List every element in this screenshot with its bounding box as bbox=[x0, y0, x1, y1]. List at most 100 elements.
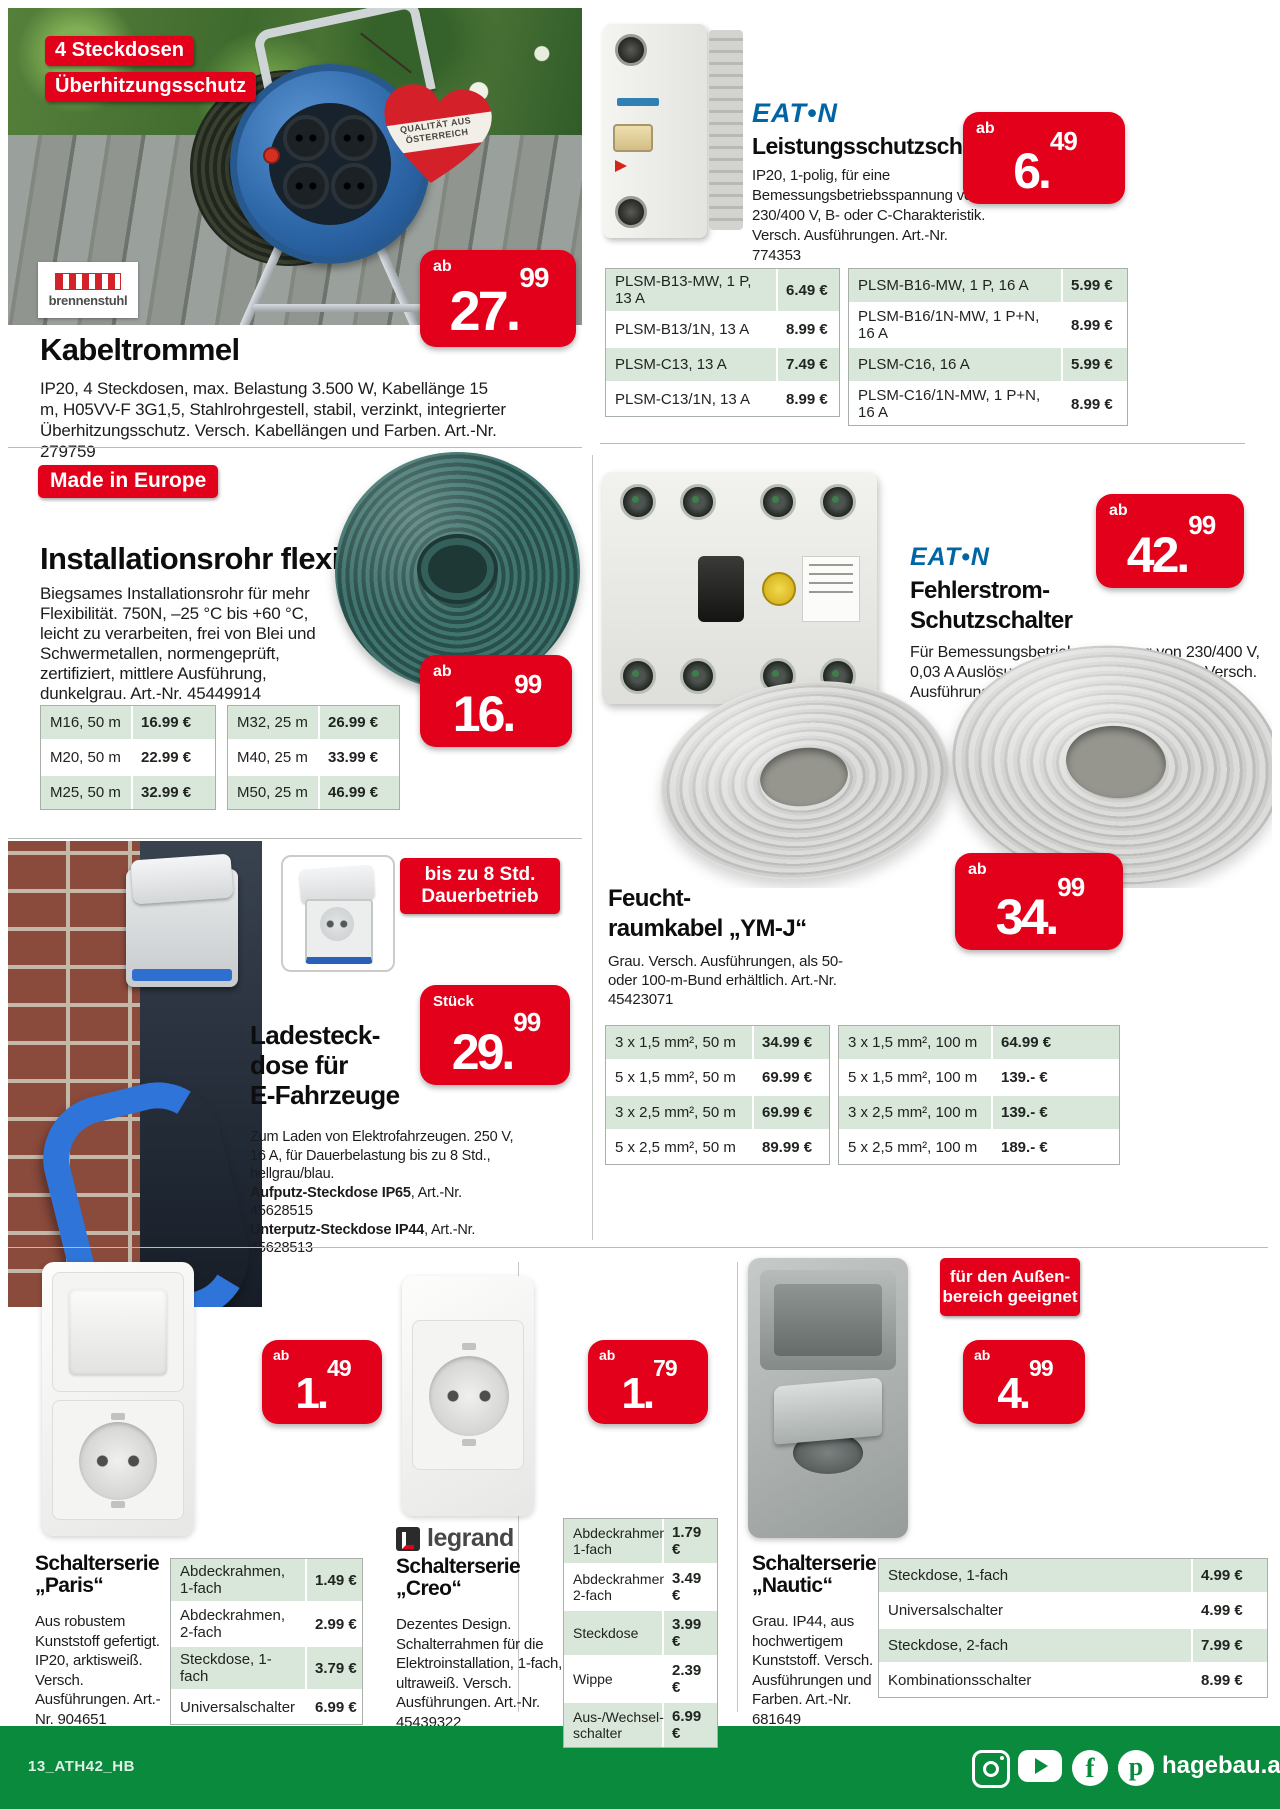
price-value: 46.99 € bbox=[320, 776, 399, 809]
product-title-fss: Fehlerstrom- Schutzschalter bbox=[910, 576, 1073, 636]
price-whole: 34. bbox=[995, 889, 1059, 945]
facebook-icon bbox=[1072, 1750, 1108, 1786]
feature-badge-steckdosen: 4 Steckdosen bbox=[45, 36, 194, 66]
terminal-screw-icon bbox=[680, 484, 716, 520]
socket-icon bbox=[331, 163, 377, 209]
price-whole: 16. bbox=[452, 686, 516, 742]
legrand-icon bbox=[396, 1526, 420, 1551]
spec-label: Abdeckrahmen, 1-fach bbox=[564, 1519, 671, 1563]
brennenstuhl-logo: brennenstuhl bbox=[38, 262, 138, 318]
price-decimals: 99 bbox=[514, 669, 542, 700]
spec-label: PLSM-C13, 13 A bbox=[606, 348, 776, 381]
product-title-ladesteckdose: Ladesteck- dose für E-Fahrzeuge bbox=[250, 1020, 400, 1110]
table-row: Steckdose, 2-fach 7.99 € bbox=[879, 1629, 1267, 1662]
dauerbetrieb-badge: bis zu 8 Std. Dauerbetrieb bbox=[400, 858, 560, 914]
rcd-test-button bbox=[762, 572, 796, 606]
feature-badge-ueberhitzungsschutz: Überhitzungsschutz bbox=[45, 72, 257, 102]
ym-price-table-left: 3 x 1,5 mm², 50 m 34.99 € 5 x 1,5 mm², 50… bbox=[605, 1025, 830, 1165]
badge-label: Made in Europe bbox=[50, 469, 207, 492]
spec-label: PLSM-C16, 16 A bbox=[849, 348, 1061, 381]
price-value: 4.99 € bbox=[1193, 1559, 1267, 1592]
terminal-screw-icon bbox=[820, 484, 856, 520]
price-value: 8.99 € bbox=[1063, 383, 1127, 425]
price-decimals: 99 bbox=[1029, 1355, 1054, 1382]
title-line: „Creo“ bbox=[396, 1577, 462, 1601]
column-divider bbox=[737, 1262, 738, 1712]
kabeltrommel-product-photo: QUALITÄT AUS ÖSTERREICH brennenstuhl 4 S… bbox=[8, 8, 582, 325]
outdoor-badge: für den Außen- bereich geeignet bbox=[940, 1258, 1080, 1316]
table-row: Steckdose 3.99 € bbox=[564, 1611, 717, 1655]
spec-label: M20, 50 m bbox=[41, 741, 131, 774]
page-code: 13_ATH42_HB bbox=[28, 1758, 135, 1775]
terminal-screw-icon bbox=[760, 484, 796, 520]
reel-stand-base bbox=[252, 304, 430, 312]
price-value: 6.49 € bbox=[778, 269, 839, 311]
badge-label: 4 Steckdosen bbox=[55, 39, 184, 61]
leistungsschutzschalter-product-photo bbox=[597, 20, 743, 242]
legrand-logo: legrand bbox=[396, 1524, 514, 1553]
table-row: PLSM-B16-MW, 1 P, 16 A 5.99 € bbox=[849, 269, 1127, 302]
rcd-body bbox=[602, 472, 877, 704]
price-value: 1.79 € bbox=[664, 1519, 717, 1563]
price-value: 34.99 € bbox=[754, 1026, 829, 1059]
thumb-cover-flap bbox=[298, 864, 376, 904]
spec-label: 3 x 2,5 mm², 100 m bbox=[839, 1096, 991, 1129]
product-title-nautic: Schalterserie „Nautic“ bbox=[752, 1552, 877, 1597]
price-value: 16.99 € bbox=[133, 706, 215, 739]
table-row: Abdeckrahmen, 1-fach 1.79 € bbox=[564, 1519, 717, 1563]
price-prefix: ab bbox=[968, 861, 987, 878]
fehlerstromschutzschalter-product-photo bbox=[602, 472, 877, 704]
table-row: Wippe 2.39 € bbox=[564, 1657, 717, 1701]
switch-rocker bbox=[760, 1270, 896, 1370]
table-row: 5 x 1,5 mm², 50 m 69.99 € bbox=[606, 1061, 829, 1094]
table-row: Steckdose, 1-fach 4.99 € bbox=[879, 1559, 1267, 1592]
price-prefix: Stück bbox=[433, 993, 474, 1010]
price-tag-paris: ab 1.49 bbox=[262, 1340, 382, 1424]
price-value: 69.99 € bbox=[754, 1096, 829, 1129]
spec-label: Universalschalter bbox=[171, 1691, 305, 1724]
table-row: M16, 50 m 16.99 € bbox=[41, 706, 215, 739]
lss-price-table-right: PLSM-B16-MW, 1 P, 16 A 5.99 € PLSM-B16/1N… bbox=[848, 268, 1128, 426]
spec-label: Abdeckrahmen, 2-fach bbox=[171, 1603, 305, 1645]
price-value: 139.- € bbox=[993, 1096, 1119, 1129]
eaton-logo: EAT•N bbox=[910, 543, 990, 571]
product-title-creo: Schalterserie „Creo“ bbox=[396, 1555, 521, 1601]
socket-cover-flap bbox=[130, 853, 234, 905]
price-value: 8.99 € bbox=[1193, 1664, 1267, 1697]
price-prefix: ab bbox=[976, 120, 995, 137]
socket-icon bbox=[331, 115, 377, 161]
desc-intro: Zum Laden von Elektrofahrzeugen. 250 V, … bbox=[250, 1129, 514, 1182]
title-line: Schutzschalter bbox=[910, 607, 1073, 634]
product-desc-installationsrohr: Biegsames Installationsrohr für mehr Fle… bbox=[40, 584, 316, 703]
youtube-icon bbox=[1018, 1750, 1062, 1782]
price-value: 5.99 € bbox=[1063, 269, 1127, 302]
price-tag-installationsrohr: ab 16.99 bbox=[420, 655, 572, 747]
title-line: Feucht- bbox=[608, 885, 691, 912]
table-row: PLSM-C16, 16 A 5.99 € bbox=[849, 348, 1127, 381]
product-title-kabeltrommel: Kabeltrommel bbox=[40, 332, 240, 367]
table-row: Kombinationsschalter 8.99 € bbox=[879, 1664, 1267, 1697]
spec-label: Aus-/Wechsel-schalter bbox=[564, 1703, 664, 1747]
wall-socket bbox=[412, 1320, 524, 1470]
quality-heart-tag: QUALITÄT AUS ÖSTERREICH bbox=[375, 78, 497, 191]
breaker-side-fins bbox=[709, 30, 743, 230]
socket-icon bbox=[320, 907, 354, 941]
table-row: 5 x 2,5 mm², 100 m 189.- € bbox=[839, 1131, 1119, 1164]
table-row: PLSM-B13-MW, 1 P, 13 A 6.49 € bbox=[606, 269, 839, 311]
price-tag-fss: ab 42.99 bbox=[1096, 494, 1244, 588]
product-desc-paris: Aus robustem Kunststoff gefertigt. IP20,… bbox=[35, 1613, 161, 1728]
price-tag-creo: ab 1.79 bbox=[588, 1340, 708, 1424]
spec-label: 5 x 1,5 mm², 100 m bbox=[839, 1061, 991, 1094]
table-row: Abdeckrahmen, 2-fach 2.99 € bbox=[171, 1603, 362, 1645]
table-row: PLSM-C13, 13 A 7.49 € bbox=[606, 348, 839, 381]
table-row: 3 x 1,5 mm², 100 m 64.99 € bbox=[839, 1026, 1119, 1059]
rohr-price-table-left: M16, 50 m 16.99 € M20, 50 m 22.99 € M25, 5… bbox=[40, 705, 216, 810]
legrand-wordmark: legrand bbox=[427, 1524, 514, 1552]
terminal-screw-icon bbox=[680, 658, 716, 694]
made-in-europe-badge: Made in Europe bbox=[38, 465, 219, 498]
table-row: Abdeckrahmen, 1-fach 1.49 € bbox=[171, 1559, 362, 1601]
price-prefix: ab bbox=[433, 663, 452, 680]
badge-label: Überhitzungsschutz bbox=[55, 75, 247, 97]
price-value: 7.49 € bbox=[778, 348, 839, 381]
